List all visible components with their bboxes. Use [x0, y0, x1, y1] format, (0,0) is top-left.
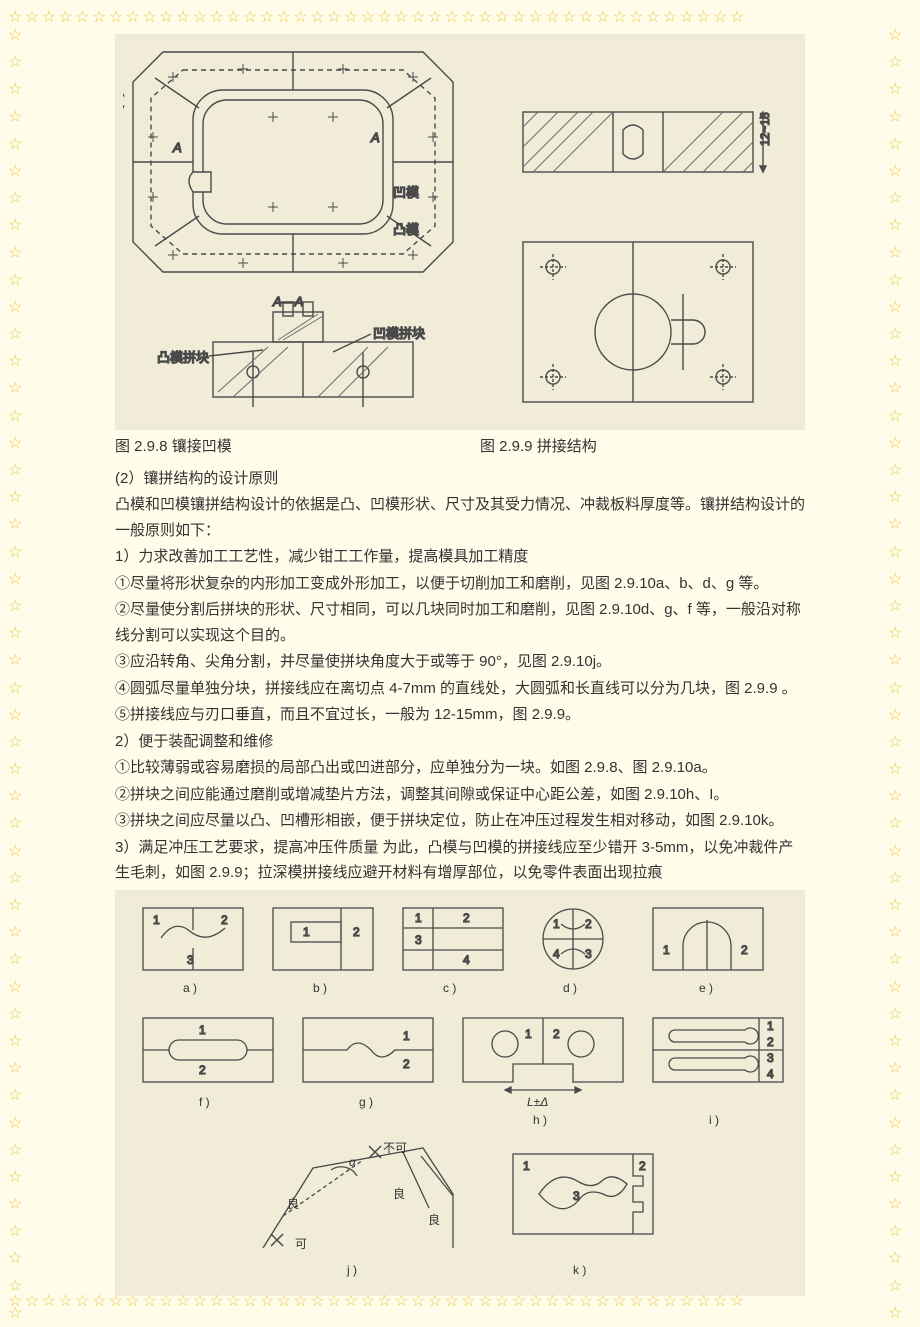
- svg-text:k ): k ): [573, 1263, 586, 1277]
- svg-text:3: 3: [573, 1189, 580, 1203]
- svg-text:1: 1: [553, 917, 560, 931]
- svg-text:3: 3: [187, 953, 194, 967]
- svg-text:良: 良: [393, 1186, 405, 1201]
- para: ①尽量将形状复杂的内形加工变成外形加工，以便于切削加工和磨削，见图 2.9.10…: [115, 571, 805, 597]
- para: 凸模和凹模镶拼结构设计的依据是凸、凹模形状、尺寸及其受力情况、冲裁板料厚度等。镶…: [115, 492, 805, 543]
- figure-298-svg: 凹模 凸模 A A 7 r: [123, 42, 803, 422]
- figure-caption-row: 图 2.9.8 镶接凹模 图 2.9.9 拼接结构: [115, 434, 805, 460]
- svg-text:1: 1: [523, 1159, 530, 1173]
- svg-text:1: 1: [199, 1023, 206, 1037]
- svg-text:3: 3: [585, 947, 592, 961]
- para: ③拼块之间应尽量以凸、凹槽形相嵌，便于拼块定位，防止在冲压过程发生相对移动，如图…: [115, 808, 805, 834]
- figure-2910-svg: 1 2 3 a ) 1 2 b ) 1 2 3 4 c ): [123, 898, 803, 1288]
- svg-text:f ): f ): [199, 1095, 210, 1109]
- svg-text:1: 1: [303, 925, 310, 939]
- svg-text:2: 2: [353, 925, 360, 939]
- para: 3）满足冲压工艺要求，提高冲压件质量 为此，凸模与凹模的拼接线应至少错开 3-5…: [115, 835, 805, 886]
- svg-text:e ): e ): [699, 981, 713, 995]
- svg-text:3: 3: [415, 933, 422, 947]
- para: ⑤拼接线应与刃口垂直，而且不宜过长，一般为 12-15mm，图 2.9.9。: [115, 702, 805, 728]
- svg-text:1: 1: [663, 943, 670, 957]
- svg-text:1: 1: [153, 913, 160, 927]
- svg-text:4: 4: [553, 947, 560, 961]
- svg-text:凸模拼块: 凸模拼块: [157, 350, 209, 365]
- svg-text:d ): d ): [563, 981, 577, 995]
- svg-text:良: 良: [428, 1212, 440, 1227]
- svg-text:可: 可: [295, 1237, 307, 1251]
- svg-text:2: 2: [741, 943, 748, 957]
- star-border-left: ☆☆☆☆☆☆☆☆☆☆☆☆☆☆☆☆☆☆☆☆☆☆☆☆☆☆☆☆☆☆☆☆☆☆☆☆☆☆☆☆…: [8, 20, 32, 1300]
- para: 1）力求改善加工工艺性，减少钳工工作量，提高模具加工精度: [115, 544, 805, 570]
- svg-text:2: 2: [585, 917, 592, 931]
- svg-text:A: A: [172, 140, 182, 155]
- svg-text:2: 2: [463, 911, 470, 925]
- svg-text:3: 3: [767, 1051, 774, 1065]
- svg-text:A: A: [370, 130, 380, 145]
- para: ③应沿转角、尖角分割，并尽量使拼块角度大于或等于 90°，见图 2.9.10j。: [115, 649, 805, 675]
- svg-text:2: 2: [221, 913, 228, 927]
- caption-299: 图 2.9.9 拼接结构: [480, 434, 805, 460]
- para: ②拼块之间应能通过磨削或增减垫片方法，调整其间隙或保证中心距公差，如图 2.9.…: [115, 782, 805, 808]
- svg-text:2: 2: [553, 1027, 560, 1041]
- svg-text:h ): h ): [533, 1113, 547, 1127]
- svg-text:1: 1: [403, 1029, 410, 1043]
- para: (2）镶拼结构的设计原则: [115, 466, 805, 492]
- svg-text:2: 2: [767, 1035, 774, 1049]
- svg-text:4: 4: [767, 1067, 774, 1081]
- para: ①比较薄弱或容易磨损的局部凸出或凹进部分，应单独分为一块。如图 2.9.8、图 …: [115, 755, 805, 781]
- star-border-top: ☆ ☆ ☆ ☆ ☆ ☆ ☆ ☆ ☆ ☆ ☆ ☆ ☆ ☆ ☆ ☆ ☆ ☆ ☆ ☆ …: [0, 0, 920, 35]
- figure-298-299: 凹模 凸模 A A 7 r: [115, 34, 805, 430]
- svg-text:a ): a ): [183, 981, 197, 995]
- para: ②尽量使分割后拼块的形状、尺寸相同，可以几块同时加工和磨削，见图 2.9.10d…: [115, 597, 805, 648]
- svg-text:凸模: 凸模: [393, 222, 419, 237]
- caption-298: 图 2.9.8 镶接凹模: [115, 434, 440, 460]
- svg-text:12~15: 12~15: [758, 112, 772, 146]
- para: 2）便于装配调整和维修: [115, 729, 805, 755]
- svg-text:L±Δ: L±Δ: [527, 1095, 548, 1109]
- svg-text:良: 良: [287, 1196, 299, 1211]
- svg-text:g ): g ): [359, 1095, 373, 1109]
- svg-text:c ): c ): [443, 981, 456, 995]
- svg-text:4: 4: [463, 953, 470, 967]
- svg-text:j ): j ): [346, 1263, 357, 1277]
- svg-text:1: 1: [525, 1027, 532, 1041]
- svg-text:i ): i ): [709, 1113, 719, 1127]
- svg-text:凹模: 凹模: [393, 185, 419, 200]
- svg-text:2: 2: [639, 1159, 646, 1173]
- svg-text:b ): b ): [313, 981, 327, 995]
- para: ④圆弧尽量单独分块，拼接线应在离切点 4-7mm 的直线处，大圆弧和长直线可以分…: [115, 676, 805, 702]
- svg-text:1: 1: [415, 911, 422, 925]
- svg-text:1: 1: [767, 1019, 774, 1033]
- page-content: 凹模 凸模 A A 7 r: [0, 0, 920, 1320]
- svg-text:α: α: [349, 1155, 357, 1169]
- svg-text:2: 2: [403, 1057, 410, 1071]
- figure-2910: 1 2 3 a ) 1 2 b ) 1 2 3 4 c ): [115, 890, 805, 1296]
- svg-text:2: 2: [199, 1063, 206, 1077]
- star-border-right: ☆☆☆☆☆☆☆☆☆☆☆☆☆☆☆☆☆☆☆☆☆☆☆☆☆☆☆☆☆☆☆☆☆☆☆☆☆☆☆☆…: [888, 20, 912, 1300]
- svg-text:凹模拼块: 凹模拼块: [373, 326, 425, 341]
- svg-text:不可: 不可: [383, 1141, 407, 1155]
